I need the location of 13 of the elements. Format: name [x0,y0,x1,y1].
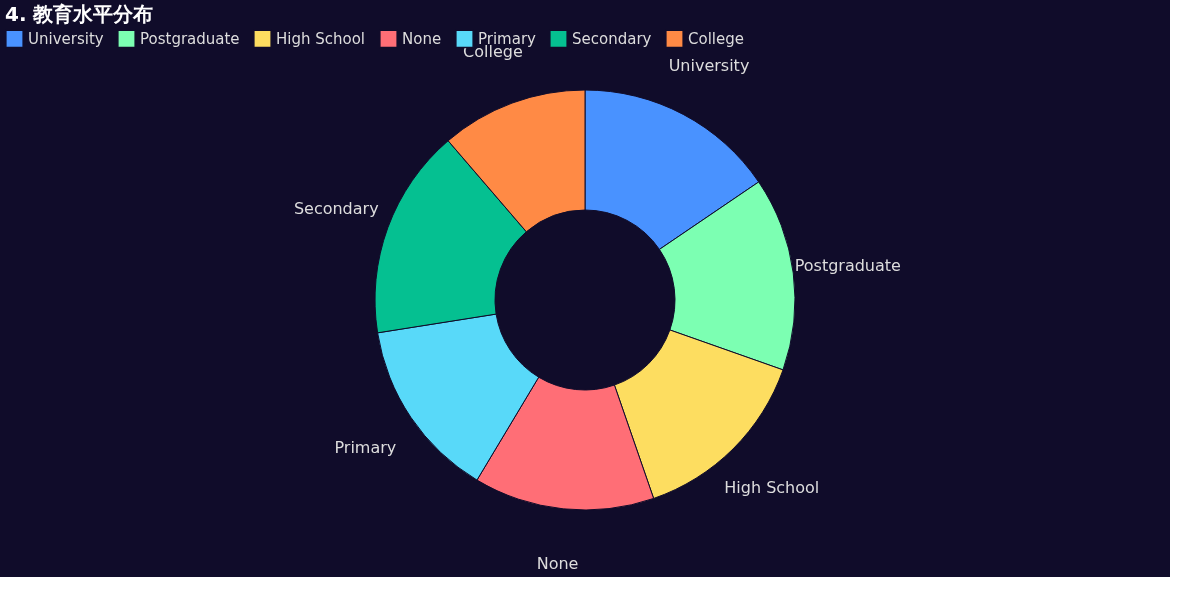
slice-label: High School [724,477,820,497]
slice-label: University [668,55,750,75]
legend-label: Postgraduate [140,29,240,48]
legend-label: None [402,29,442,48]
legend-label: High School [276,29,366,48]
legend-label: College [688,29,744,48]
chart-title: 4. 教育水平分布 [5,2,154,26]
slice-label: Secondary [293,198,379,218]
slice-label: Primary [334,438,397,458]
slice-label: None [536,553,579,573]
slice-label: Postgraduate [794,255,901,275]
legend-label: Secondary [572,29,652,48]
legend-label: University [28,29,104,48]
